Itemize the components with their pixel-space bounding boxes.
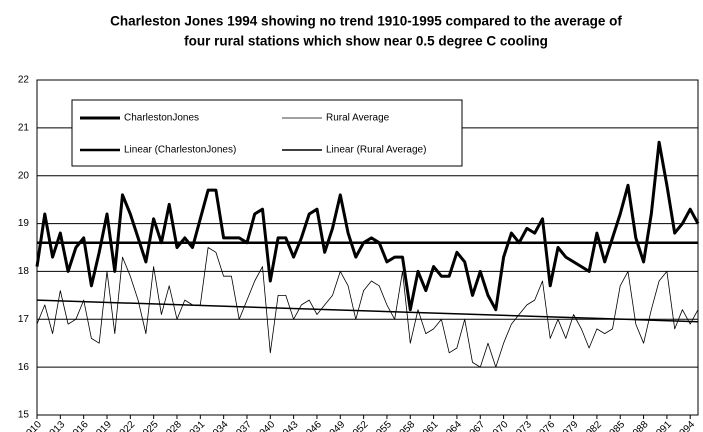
y-tick-label: 22 — [18, 75, 30, 86]
x-tick-label: 1949 — [324, 419, 348, 432]
x-tick-label: 1970 — [487, 419, 511, 432]
x-tick-label: 1967 — [464, 419, 488, 432]
x-tick-label: 1979 — [557, 419, 581, 432]
x-tick-label: 1934 — [207, 419, 231, 432]
x-tick-label: 1958 — [394, 419, 418, 432]
x-tick-label: 1913 — [44, 419, 68, 432]
x-tick-label: 1931 — [184, 419, 208, 432]
data-line — [36, 247, 699, 368]
x-tick-label: 1973 — [510, 419, 534, 432]
x-tick-label: 1919 — [90, 419, 114, 432]
x-tick-label: 1937 — [230, 419, 254, 432]
x-tick-label: 1943 — [277, 419, 301, 432]
legend-label: Rural Average — [326, 113, 390, 124]
x-tick-label: 1925 — [137, 419, 161, 432]
x-tick-label: 1952 — [347, 419, 371, 432]
x-tick-label: 1985 — [604, 419, 628, 432]
trend-line — [36, 299, 699, 323]
chart-title: four rural stations which show near 0.5 … — [184, 34, 548, 49]
x-tick-label: 1988 — [627, 419, 651, 432]
x-tick-label: 1946 — [300, 419, 324, 432]
data-line — [35, 140, 700, 312]
x-tick-label: 1982 — [580, 419, 604, 432]
x-tick-label: 1940 — [254, 419, 278, 432]
y-tick-label: 15 — [18, 410, 30, 421]
legend-box — [71, 99, 463, 167]
y-tick-label: 17 — [18, 314, 30, 325]
x-tick-label: 1976 — [534, 419, 558, 432]
legend-label: Linear (Rural Average) — [326, 145, 426, 156]
y-tick-label: 19 — [18, 218, 30, 229]
x-tick-label: 1910 — [20, 419, 44, 432]
y-tick-label: 16 — [18, 362, 30, 373]
x-tick-label: 1916 — [67, 419, 91, 432]
x-tick-label: 1964 — [440, 419, 464, 432]
x-tick-label: 1994 — [674, 419, 698, 432]
legend-label: Linear (CharlestonJones) — [124, 145, 236, 156]
y-tick-label: 18 — [18, 266, 30, 277]
y-tick-label: 21 — [18, 122, 30, 133]
chart-title: Charleston Jones 1994 showing no trend 1… — [110, 14, 622, 29]
x-tick-label: 1991 — [650, 419, 674, 432]
y-tick-label: 20 — [18, 170, 30, 181]
x-tick-label: 1955 — [370, 419, 394, 432]
x-tick-label: 1928 — [160, 419, 184, 432]
x-tick-label: 1922 — [114, 419, 138, 432]
x-tick-label: 1961 — [417, 419, 441, 432]
legend-label: CharlestonJones — [124, 113, 199, 124]
